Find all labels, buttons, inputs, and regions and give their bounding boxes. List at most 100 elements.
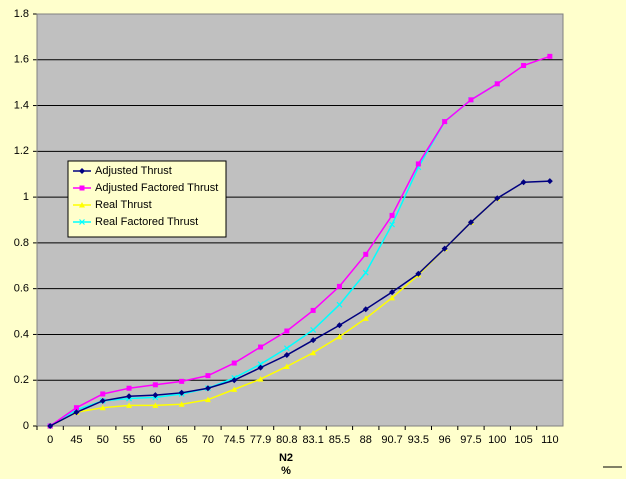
marker (362, 315, 369, 321)
marker (126, 385, 132, 391)
marker (389, 212, 395, 218)
y-tick-label: 0.6 (14, 283, 29, 295)
x-axis-label: N2 (279, 452, 293, 464)
marker (178, 389, 185, 396)
x-tick-label: 74.5 (224, 434, 245, 446)
marker (441, 245, 448, 252)
y-tick-label: 0.8 (14, 237, 29, 249)
marker (310, 349, 317, 356)
x-tick-label: 90.7 (381, 434, 402, 446)
marker (178, 401, 185, 407)
marker (467, 219, 474, 226)
marker (152, 382, 158, 388)
marker (546, 178, 553, 185)
series-line (49, 83, 498, 427)
marker (257, 376, 264, 382)
marker (310, 307, 316, 313)
x-tick-label: 60 (149, 434, 161, 446)
x-tick-label: 77.9 (250, 434, 271, 446)
marker (126, 402, 133, 408)
marker (79, 219, 85, 225)
x-tick-label: 100 (488, 434, 506, 446)
marker (336, 322, 343, 329)
x-tick-label: 93.5 (408, 434, 429, 446)
marker (284, 328, 290, 334)
x-tick-label: 85.5 (329, 434, 350, 446)
marker (126, 393, 133, 400)
x-tick-label: 70 (202, 434, 214, 446)
x-tick-label: 80.8 (276, 434, 297, 446)
marker (389, 289, 396, 296)
marker (521, 63, 527, 68)
marker (179, 378, 185, 384)
x-tick-label: 83.1 (302, 434, 323, 446)
marker (283, 363, 290, 369)
marker (283, 345, 290, 352)
x-tick-label: 50 (97, 434, 109, 446)
marker (415, 270, 422, 277)
marker (231, 386, 238, 392)
marker (310, 337, 317, 344)
marker (415, 161, 421, 167)
marker (231, 360, 237, 366)
legend-label: Real Factored Thrust (95, 216, 198, 228)
y-tick-label: 0 (23, 420, 29, 432)
marker (99, 404, 106, 411)
marker (100, 391, 106, 397)
marker (547, 53, 553, 59)
marker (468, 97, 474, 103)
y-tick-label: 1.6 (14, 54, 29, 66)
y-tick-label: 1.4 (14, 99, 29, 111)
marker (310, 326, 317, 333)
marker (73, 409, 80, 416)
x-tick-label: 88 (360, 434, 372, 446)
marker (389, 294, 396, 301)
marker (494, 195, 501, 202)
legend-box (67, 160, 227, 238)
marker (152, 402, 159, 408)
marker (257, 364, 264, 371)
marker (99, 397, 106, 404)
y-tick-label: 1 (23, 191, 29, 203)
y-tick-label: 1.2 (14, 145, 29, 157)
marker (204, 396, 211, 403)
marker (442, 119, 448, 125)
marker (79, 202, 85, 208)
marker (336, 333, 343, 340)
x-tick-label: 65 (176, 434, 188, 446)
marker (336, 283, 342, 289)
x-tick-label: 110 (541, 434, 559, 446)
marker (79, 185, 85, 191)
marker (257, 361, 264, 368)
marker (231, 377, 238, 384)
marker (362, 269, 369, 276)
series-line (49, 180, 550, 427)
marker (47, 423, 54, 429)
y-tick-label: 0.4 (14, 328, 29, 340)
marker (283, 352, 290, 359)
series-line (49, 55, 551, 427)
x-tick-label: 96 (439, 434, 451, 446)
marker (73, 405, 79, 411)
marker (494, 81, 500, 87)
y-tick-label: 1.8 (14, 8, 29, 20)
x-tick-label: 97.5 (460, 434, 481, 446)
legend-label: Real Thrust (95, 199, 152, 211)
marker (152, 392, 159, 399)
x-tick-label: 0 (47, 434, 53, 446)
marker (362, 306, 369, 313)
marker (204, 385, 211, 392)
marker (363, 251, 369, 257)
marker (336, 301, 343, 308)
x-axis-unit: % (281, 465, 291, 477)
marker (205, 373, 211, 379)
x-tick-label: 55 (123, 434, 135, 446)
y-tick-label: 0.2 (14, 374, 29, 386)
marker (520, 179, 527, 186)
x-tick-label: 45 (70, 434, 82, 446)
marker (258, 344, 264, 350)
marker (389, 221, 395, 228)
x-tick-label: 105 (514, 434, 532, 446)
legend-label: Adjusted Factored Thrust (95, 182, 218, 194)
